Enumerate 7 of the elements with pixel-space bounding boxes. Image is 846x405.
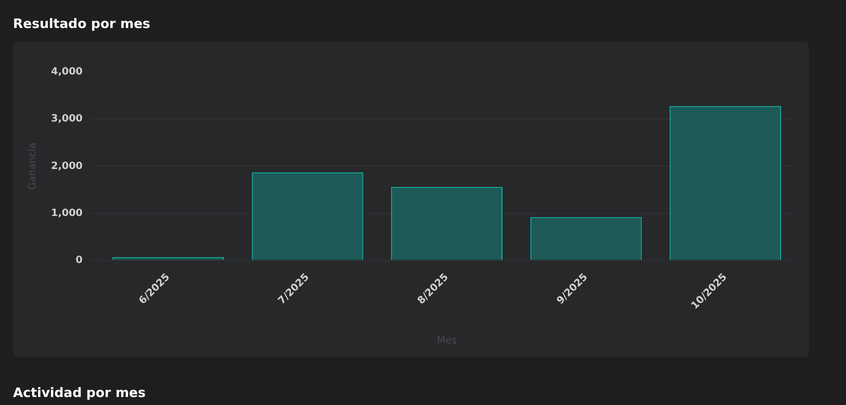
y-tick-label: 4,000 — [50, 66, 83, 78]
y-tick-label: 3,000 — [50, 114, 83, 125]
y-tick-label: 1,000 — [50, 208, 83, 219]
text: Actividad por mes — [13, 386, 146, 401]
y-tick-label: 0 — [76, 255, 83, 266]
chart-title: Resultado por mes — [13, 17, 150, 32]
y-tick-label: 2,000 — [50, 160, 83, 172]
